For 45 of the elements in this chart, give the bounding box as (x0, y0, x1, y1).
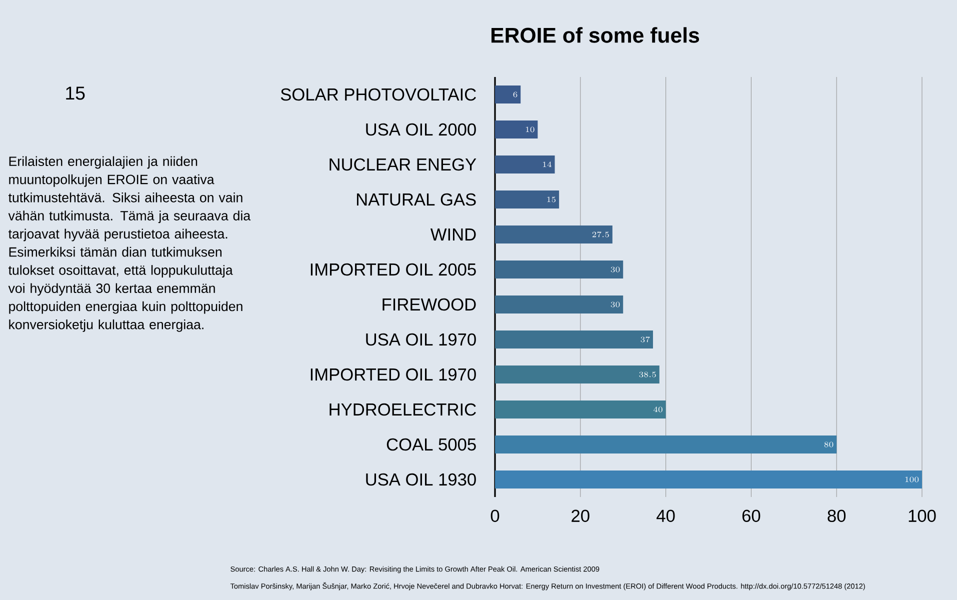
bar (495, 120, 538, 139)
bar (495, 436, 837, 454)
x-tick-label: 40 (656, 510, 675, 522)
data-label: 80 (824, 442, 834, 448)
bar (495, 400, 666, 419)
x-tick-label: 0 (490, 510, 500, 522)
x-tick-label: 20 (572, 510, 590, 522)
data-label: 6 (513, 92, 518, 98)
data-label: 38 . 5 (639, 372, 656, 378)
y-tick-label: COAL 5005 (386, 438, 476, 451)
x-tick-label: 80 (828, 510, 846, 522)
data-label: 14 (543, 162, 552, 168)
y-tick-label: IMPORTED OIL 2005 (310, 263, 476, 276)
y-tick-label: HYDROELECTRIC (330, 403, 476, 416)
data-label: 30 (610, 266, 620, 272)
y-tick-label: FIREWOOD (382, 298, 476, 311)
y-tick-label: NUCLEAR ENEGY (330, 158, 476, 171)
text: Erilaisten energialajien ja niiden muuntopolkujen EROIE on vaativa tutkimustehtävä. Siksi aiheesta on vain vähän tutkimusta. Tämä ja seuraava dia tarjoavat hyvää perustietoa aiheesta. Esimerkiksi tämän dian tutkimuksen tulokset osoittavat, että loppukuluttaja voi hyödyntää 30 kertaa enemmän polttopuiden energiaa kuin polttopuiden konversioketju kuluttaa energiaa. (8, 156, 251, 332)
data-label: 10 (526, 126, 534, 132)
bar (495, 190, 560, 209)
bar (495, 226, 612, 244)
text: 15 (66, 86, 85, 100)
data-label: 40 (653, 406, 662, 412)
bar (495, 330, 653, 349)
bar (495, 470, 922, 489)
y-tick-label: WIND (430, 228, 476, 240)
chart-title: EROIE of some fuels (492, 27, 700, 43)
data-label: 15 (547, 196, 556, 202)
data-label: 100 (905, 476, 919, 482)
y-tick-label: USA OIL 1970 (366, 333, 476, 346)
bar (495, 260, 624, 279)
y-tick-label: USA OIL 2000 (366, 123, 476, 136)
y-tick-label: SOLAR PHOTOVOLTAIC (280, 88, 476, 101)
bar (495, 156, 555, 174)
y-tick-label: USA OIL 1930 (366, 473, 476, 486)
y-tick-label: NATURAL GAS (356, 193, 476, 206)
bar (495, 296, 624, 314)
y-tick-label: IMPORTED OIL 1970 (310, 368, 476, 381)
bar (495, 366, 660, 384)
data-label: 30 (610, 302, 620, 308)
bar (495, 86, 521, 104)
data-label: 27. 5 (592, 232, 609, 238)
data-label: 37 (640, 336, 650, 342)
x-tick-label: 60 (742, 510, 760, 522)
x-tick-label: 100 (908, 510, 936, 522)
